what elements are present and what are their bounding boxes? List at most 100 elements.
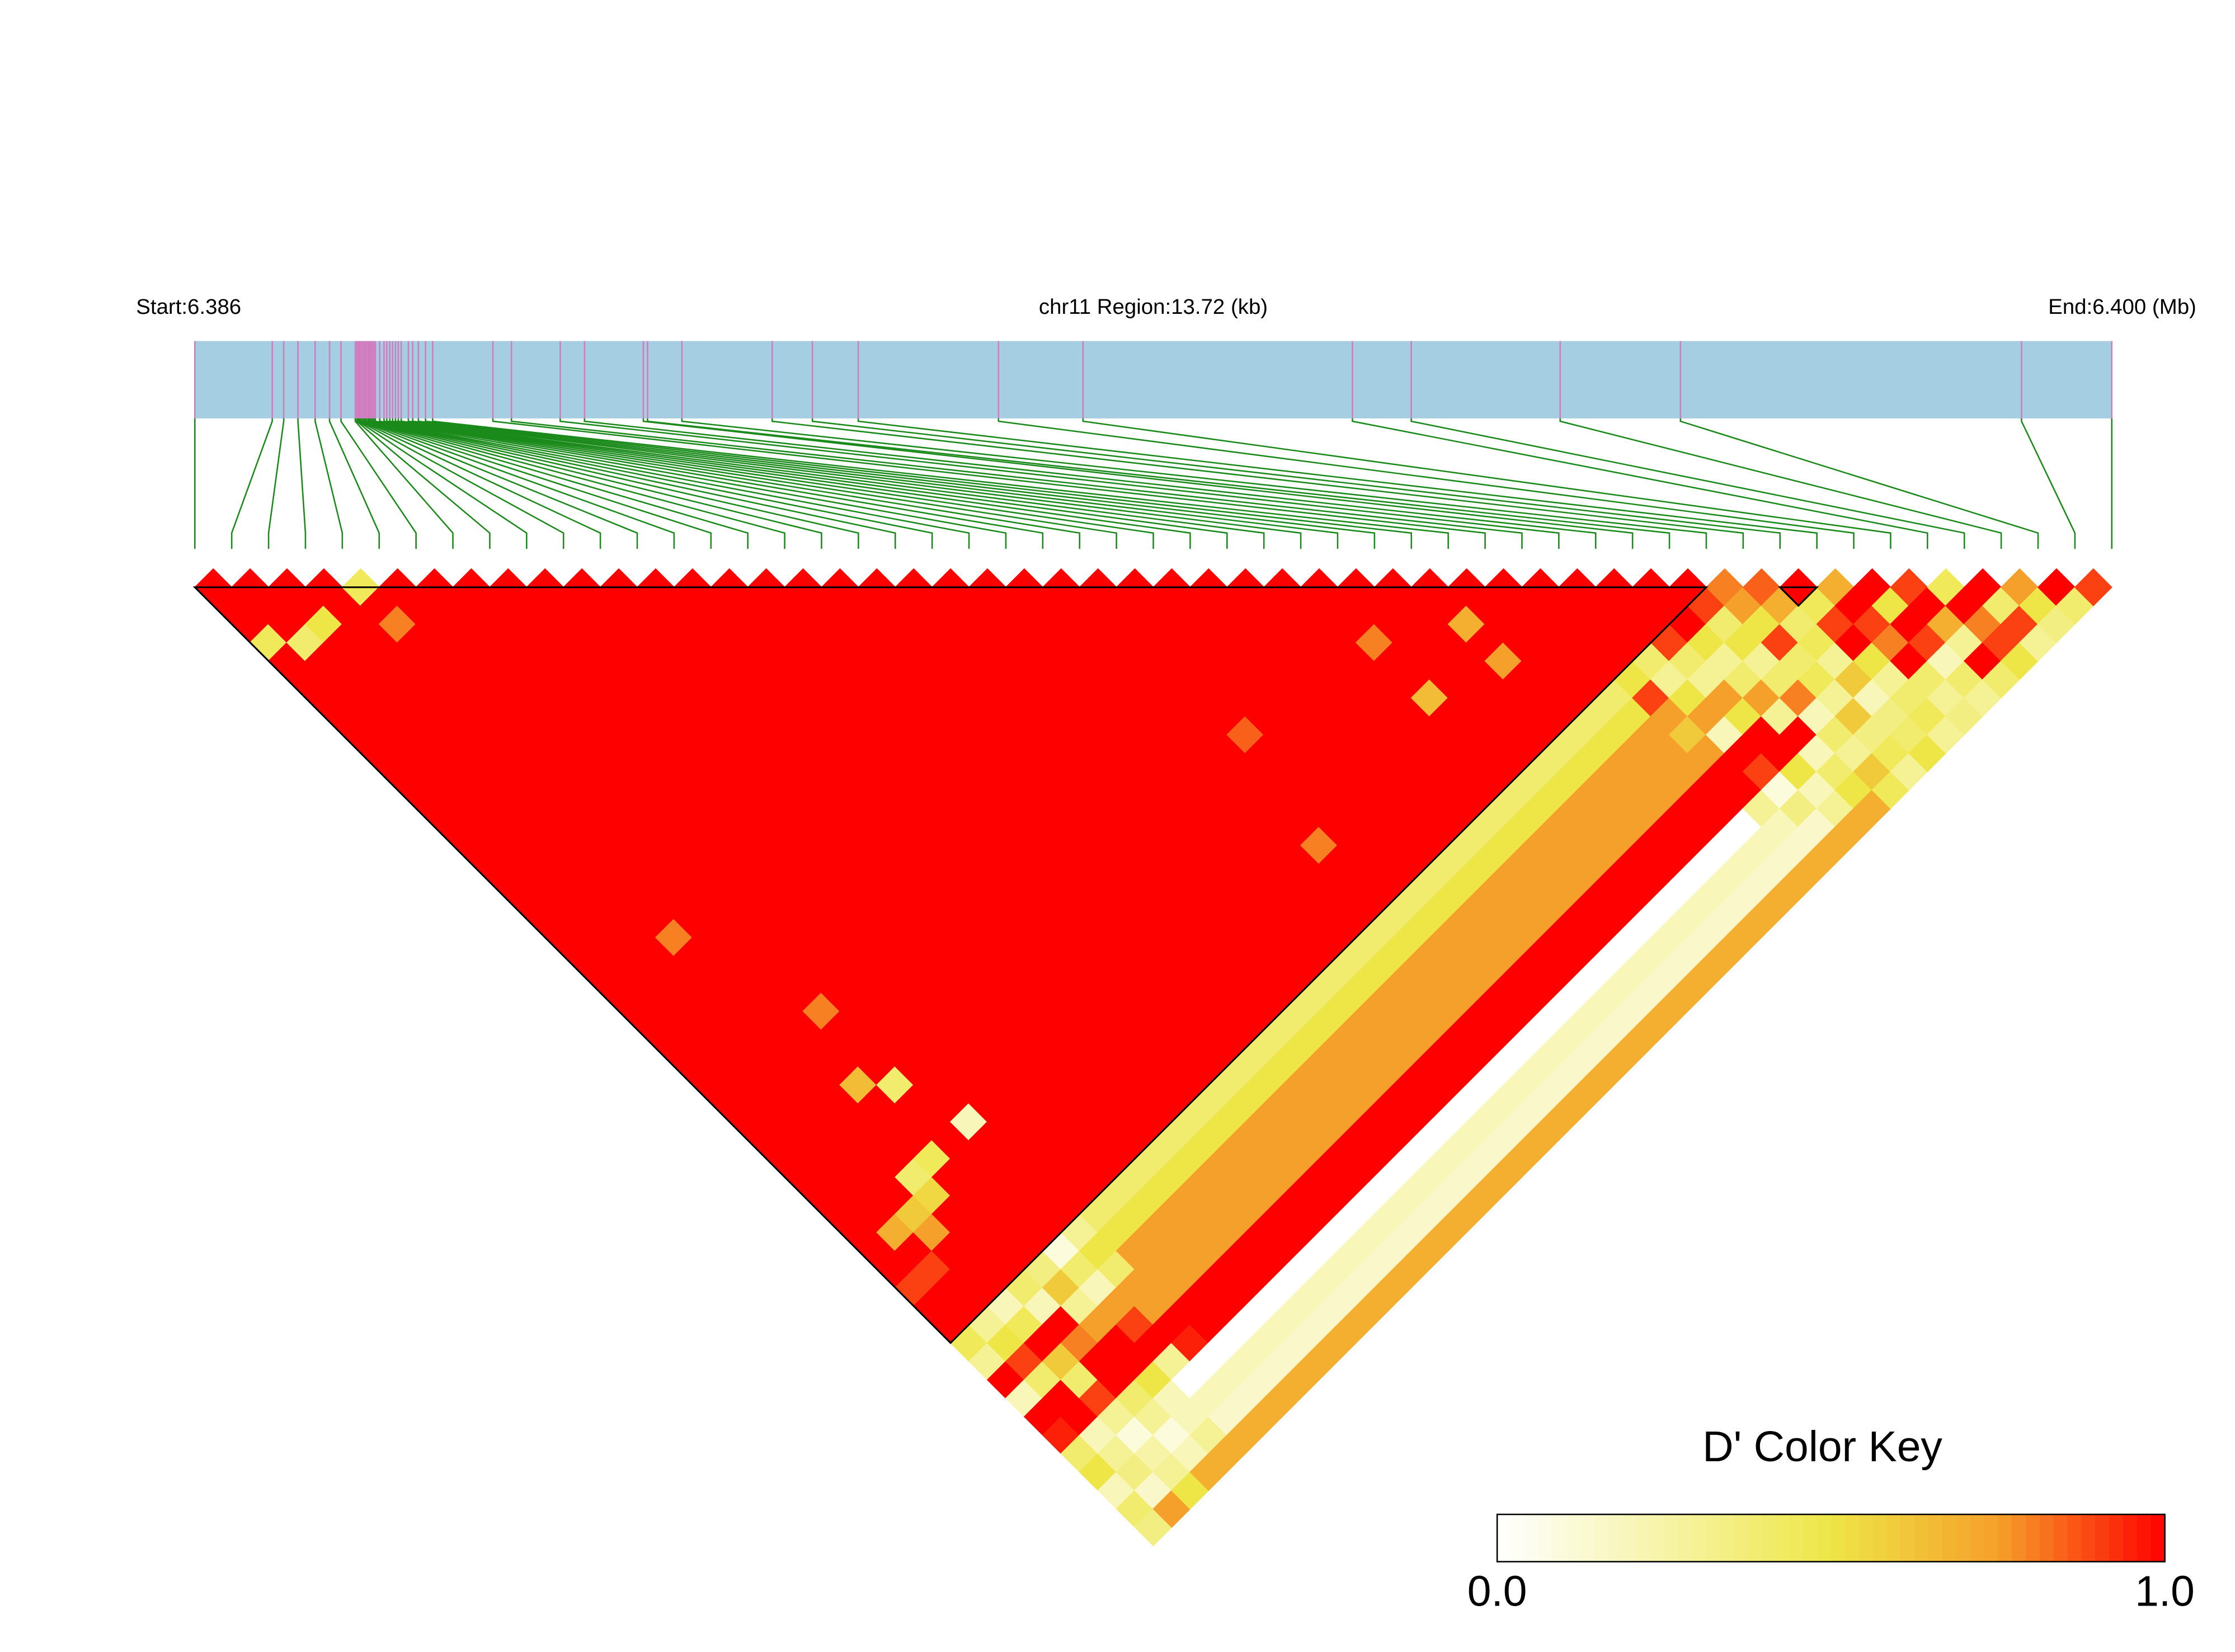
key-swatch xyxy=(1942,1514,1957,1562)
key-swatch xyxy=(1538,1514,1554,1562)
key-swatch xyxy=(1608,1514,1624,1562)
snp-connector xyxy=(997,418,1855,549)
key-swatch xyxy=(1775,1514,1790,1562)
key-swatch xyxy=(1998,1514,2013,1562)
snp-connector xyxy=(642,418,1634,549)
snp-connector xyxy=(584,418,1597,549)
key-swatch xyxy=(2151,1514,2166,1562)
key-swatch xyxy=(1970,1514,1985,1562)
key-swatch xyxy=(1622,1514,1638,1562)
snp-connector xyxy=(811,418,1781,549)
key-swatch xyxy=(1497,1514,1512,1562)
snp-connector xyxy=(356,418,491,549)
snp-connector xyxy=(357,418,528,549)
key-swatch xyxy=(2012,1514,2027,1562)
ld-block-outline xyxy=(1778,586,1819,607)
snp-connector xyxy=(354,418,454,549)
key-tick-label: 0.0 xyxy=(1467,1568,1527,1616)
snp-connector xyxy=(392,418,1154,549)
key-title: D' Color Key xyxy=(1702,1423,1942,1471)
snp-connector xyxy=(425,418,1413,549)
key-swatch xyxy=(1928,1514,1944,1562)
key-swatch xyxy=(1733,1514,1748,1562)
ld-cell xyxy=(2074,568,2112,606)
snp-connector xyxy=(367,418,785,549)
snp-connector xyxy=(361,418,638,549)
key-swatch xyxy=(2039,1514,2054,1562)
snp-connector xyxy=(510,418,1523,549)
snp-connector xyxy=(297,418,307,549)
key-swatch xyxy=(1803,1514,1818,1562)
key-swatch xyxy=(1524,1514,1540,1562)
snp-connector xyxy=(771,418,1744,549)
snp-connector xyxy=(1082,418,1891,549)
snp-connector xyxy=(1559,418,2002,549)
snp-connector xyxy=(400,418,1265,549)
key-swatch xyxy=(1580,1514,1596,1562)
key-swatch xyxy=(1566,1514,1582,1562)
end-label: End:6.400 (Mb) xyxy=(2048,295,2196,319)
snp-connector xyxy=(432,418,1449,549)
key-swatch xyxy=(1664,1514,1679,1562)
key-swatch xyxy=(1594,1514,1610,1562)
snp-connector xyxy=(386,418,1081,549)
key-swatch xyxy=(1914,1514,1930,1562)
key-tick-label: 1.0 xyxy=(2135,1568,2195,1616)
snp-connector xyxy=(1679,418,2039,549)
key-swatch xyxy=(2095,1514,2110,1562)
snp-connector xyxy=(370,418,859,549)
snp-connector xyxy=(340,418,417,549)
snp-connector xyxy=(373,418,933,549)
snp-connector xyxy=(1352,418,1928,549)
key-swatch xyxy=(1956,1514,1971,1562)
key-swatch xyxy=(2123,1514,2138,1562)
snp-connector xyxy=(492,418,1486,549)
snp-connector xyxy=(417,418,1376,549)
key-swatch xyxy=(1872,1514,1888,1562)
key-swatch xyxy=(1886,1514,1902,1562)
key-frame xyxy=(1496,1513,2166,1562)
snp-connector xyxy=(363,418,675,549)
key-swatch xyxy=(1831,1514,1846,1562)
key-swatch xyxy=(1761,1514,1776,1562)
key-swatch xyxy=(1900,1514,1916,1562)
snp-connector xyxy=(383,418,1044,549)
snp-connector xyxy=(369,418,822,549)
snp-connector xyxy=(360,418,601,549)
key-swatch xyxy=(2025,1514,2041,1562)
snp-connector xyxy=(379,418,1007,549)
snp-connector xyxy=(857,418,1818,549)
key-swatch xyxy=(1858,1514,1874,1562)
start-label: Start:6.386 xyxy=(136,295,241,319)
snp-connector xyxy=(371,418,896,549)
snp-connector xyxy=(681,418,1707,549)
snp-connector xyxy=(328,418,380,549)
key-swatch xyxy=(1984,1514,1999,1562)
snp-connector xyxy=(267,418,285,549)
key-swatch xyxy=(1511,1514,1526,1562)
key-swatch xyxy=(1747,1514,1762,1562)
key-swatch xyxy=(1817,1514,1832,1562)
key-swatch xyxy=(2137,1514,2152,1562)
snp-connector xyxy=(397,418,1228,549)
key-swatch xyxy=(2081,1514,2096,1562)
snp-connector xyxy=(2021,418,2076,549)
snp-connector xyxy=(1410,418,1965,549)
ld-block-outline xyxy=(192,586,1709,1344)
snp-connector xyxy=(359,418,564,549)
region-bar xyxy=(195,341,2112,418)
key-swatch xyxy=(1789,1514,1804,1562)
snp-connector xyxy=(366,418,749,549)
snp-connector xyxy=(374,418,970,549)
snp-connector xyxy=(230,418,273,549)
key-swatch xyxy=(1678,1514,1693,1562)
snp-connector xyxy=(412,418,1339,549)
key-swatch xyxy=(1552,1514,1568,1562)
key-swatch xyxy=(1719,1514,1735,1562)
snp-connector xyxy=(364,418,712,549)
snp-connector xyxy=(394,418,1191,549)
key-swatch xyxy=(1845,1514,1860,1562)
key-swatch xyxy=(1650,1514,1665,1562)
snp-connector xyxy=(407,418,1302,549)
